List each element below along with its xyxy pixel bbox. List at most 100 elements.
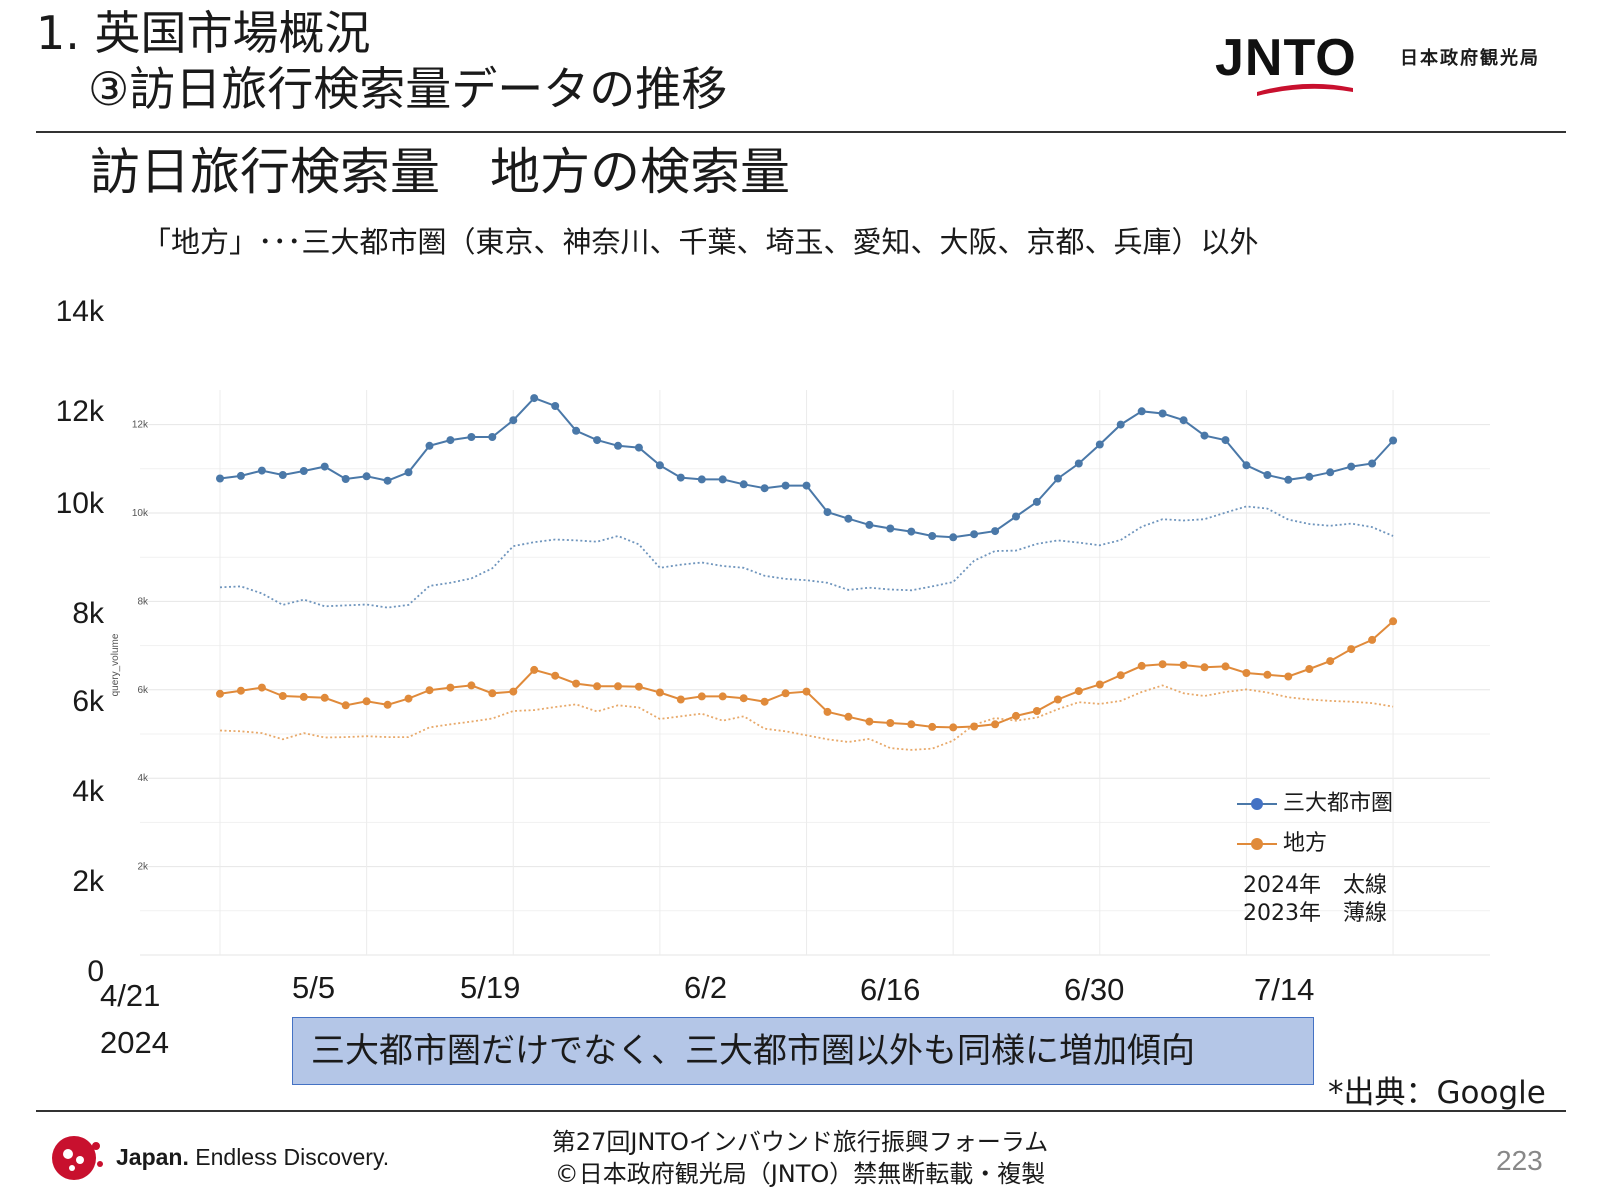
data-point [1074,459,1083,468]
data-point [1305,472,1314,481]
data-point [1095,680,1104,689]
data-point [676,473,685,482]
data-point [236,471,245,480]
data-point [844,712,853,721]
data-point [970,530,979,539]
section-subtitle: 訪日旅行検索量 地方の検索量 [90,143,790,201]
data-point [467,681,476,690]
data-point [739,480,748,489]
data-point [655,461,664,470]
data-point [341,701,350,710]
data-point [614,441,622,450]
data-point [739,694,748,703]
data-point [1200,663,1209,672]
data-point [1095,440,1104,449]
inner-y-axis-ticks: 2k 4k 6k 8k 10k 12k [132,420,149,873]
data-point [446,683,455,692]
data-point [1242,461,1251,470]
data-point [1137,407,1146,416]
data-point [886,719,895,727]
legend-marker-regional-icon [1237,838,1277,850]
data-point [299,467,308,475]
inner-y-tick-label: 6k [137,685,149,696]
legend-label-metro: 三大都市圏 [1283,791,1394,816]
y-tick-label: 0 [87,955,104,988]
region-definition-note: 「地方」･･･三大都市圏（東京、神奈川、千葉、埼玉、愛知、大阪、京都、兵庫）以外 [142,225,1259,259]
data-point [718,475,727,484]
page-title-line2: ③訪日旅行検索量データの推移 [88,62,728,116]
data-point [1012,711,1020,720]
data-point [446,436,455,445]
chart-grid [140,390,1490,956]
data-point [1263,471,1272,479]
data-point [949,533,958,542]
data-point [278,692,287,700]
x-tick-label: 5/19 [460,970,521,1005]
data-point [907,720,916,729]
page-number: 223 [1496,1145,1543,1176]
data-point [1389,436,1398,445]
data-point [1116,420,1125,429]
data-point [572,679,581,688]
data-point [362,472,371,481]
data-point [781,689,790,698]
data-point [320,462,329,471]
data-point [676,695,685,704]
data-point [1368,459,1377,468]
data-point [865,520,874,529]
data-point [216,474,224,483]
chart-series [216,394,1398,751]
data-point [614,682,622,691]
data-point [404,694,413,703]
data-point [257,466,266,475]
data-point [1284,475,1293,484]
data-point [236,686,245,695]
data-point [488,433,497,441]
data-point [886,524,895,533]
key-finding-callout: 三大都市圏だけでなく、三大都市圏以外も同様に増加傾向 [292,1017,1314,1085]
source-note: *出典：Google [1328,1075,1546,1111]
data-point [907,527,916,536]
data-point [383,476,392,485]
data-point [1074,687,1083,696]
data-point [634,682,643,691]
x-tick-label: 6/30 [1064,972,1125,1007]
x-tick-label: 6/2 [684,970,728,1005]
y-tick-label: 6k [72,685,104,718]
data-point [823,508,832,517]
data-point [530,665,539,674]
legend-marker-metro-icon [1237,798,1277,810]
data-point [718,692,727,701]
data-point [320,693,329,702]
data-point [1221,436,1230,445]
data-point [467,433,476,441]
data-point [425,441,434,450]
data-point [1389,617,1398,626]
inner-y-tick-label: 10k [132,508,149,519]
forum-credit: 第27回JNTOインバウンド旅行振興フォーラム ©日本政府観光局（JNTO）禁無… [400,1126,1200,1190]
data-point [1116,671,1125,680]
brand-tagline-rest: Endless Discovery. [188,1144,390,1170]
data-point [1137,661,1146,670]
x-tick-label: 6/16 [860,972,921,1007]
data-point [865,717,874,726]
x-axis-year-label: 2024 [100,1025,169,1060]
data-point [802,687,811,696]
data-point [1326,657,1335,666]
data-point [509,687,518,696]
y-tick-label: 12k [55,395,104,428]
data-point [1347,645,1356,654]
data-point [1221,662,1230,671]
data-point [1179,416,1188,425]
data-point [404,468,413,477]
data-point [1326,468,1335,477]
data-point [383,700,392,709]
inner-y-tick-label: 2k [137,862,149,873]
brand-tagline-bold: Japan. [116,1144,189,1170]
data-point [949,723,958,732]
jnto-arc-icon [1257,83,1353,96]
y-tick-label: 4k [72,775,104,808]
data-point [760,697,769,706]
data-point [341,475,350,483]
